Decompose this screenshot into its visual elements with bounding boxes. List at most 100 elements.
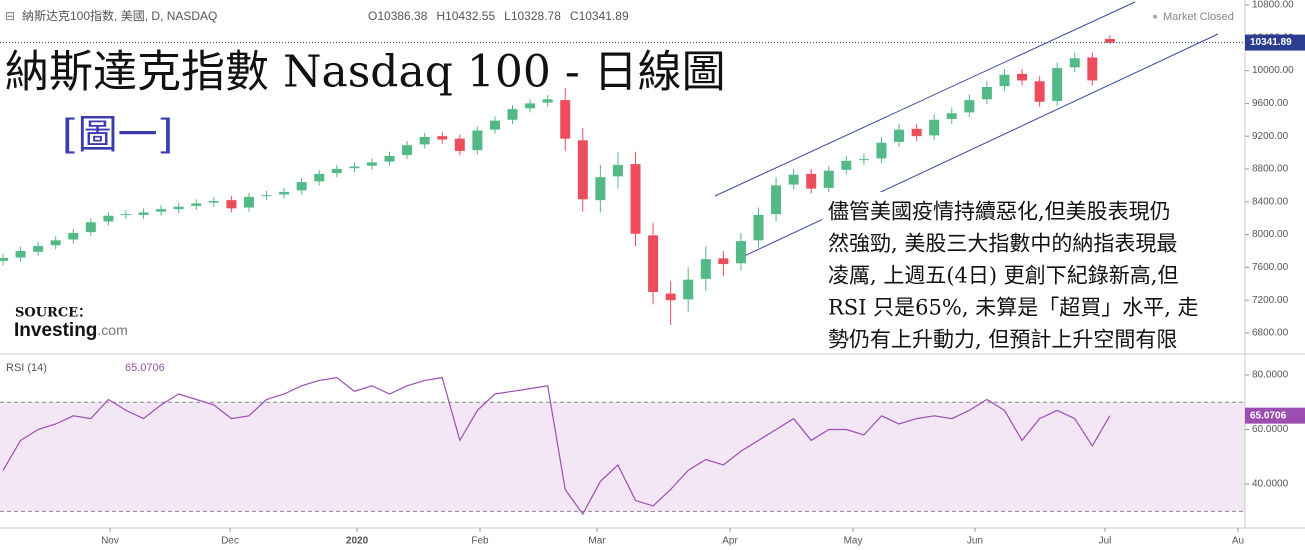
candle-body [120,214,131,216]
candle-body [243,196,254,208]
candle-body [261,195,272,197]
candle-body [33,246,44,252]
source-suffix: .com [97,322,127,338]
candle-body [718,258,729,265]
candle-body [946,113,957,119]
candle-body [981,86,992,100]
candle-body [1087,57,1098,81]
ohlc-value: 10341.89 [579,9,629,23]
candle-body [806,173,817,189]
y-tick-label: 9600.00 [1252,98,1289,109]
annotation-line: RSI 只是65%, 未算是「超買」水平, 走 [828,296,1199,320]
candle-body [208,200,219,203]
y-tick-label: 9200.00 [1252,131,1289,142]
annotation-line: 勢仍有上升動力, 但預計上升空間有限 [828,328,1177,352]
candle-body [858,159,869,161]
ohlc-value: 10328.78 [511,9,561,23]
y-tick-label: 40.0000 [1252,479,1289,490]
candle-body [454,138,465,151]
market-status: Market Closed [1163,11,1234,23]
y-tick-label: 6800.00 [1252,328,1289,339]
candle-body [894,129,905,142]
x-tick-label: Mar [588,536,606,547]
candle-body [191,203,202,206]
annotation-line: 凌厲, 上週五(4日) 更創下紀錄新高,但 [828,264,1178,288]
channel-upper [714,1,1136,197]
rsi-last-box [1245,407,1305,424]
x-tick-label: Apr [722,536,738,547]
marks [0,4,1249,532]
status-dot: ● [1152,12,1158,23]
y-tick-label: 7200.00 [1252,295,1289,306]
rsi-name: RSI (14) [6,362,47,374]
candle-body [331,168,342,174]
candle-body [612,164,623,177]
symbol: 納斯达克100指数, 美國, D, NASDAQ [22,8,217,23]
source-logo: Investing.com [14,320,128,341]
candle-body [1034,81,1045,102]
candle-body [50,240,61,246]
ohlc-key: H [436,9,445,23]
candle-body [630,164,641,234]
x-tick-label: 2020 [346,536,369,547]
collapse-icon[interactable]: ⊟ [5,9,15,23]
y-tick-label: 10000.00 [1252,65,1294,76]
rsi-last-label: 65.0706 [1250,410,1287,421]
candle-body [929,119,940,136]
ohlc-values: O10386.38 H10432.55 L10328.78 C10341.89 [368,9,629,23]
ohlc-key: O [368,9,377,23]
candle-body [489,120,500,130]
annotation-line: 儘管美國疫情持續惡化,但美股表現仍 [828,200,1171,224]
candle-body [542,99,553,103]
candle-body [15,250,26,258]
x-tick-label: Nov [101,536,119,547]
x-tick-label: Dec [221,536,239,547]
y-tick-label: 60.0000 [1252,424,1289,435]
candle-body [525,103,536,109]
candle-body [876,142,887,159]
y-tick-label: 8800.00 [1252,164,1289,175]
candle-body [173,206,184,210]
source-name: Investing [14,320,97,341]
candle-body [1104,38,1115,43]
candle-body [103,215,114,222]
x-tick-label: Feb [471,536,489,547]
candle-body [700,259,711,279]
candle-body [314,173,325,182]
candle-body [296,182,307,191]
rsi-line [2,376,1111,516]
candle-body [911,128,922,137]
candle-body [507,109,518,120]
x-tick-label: Jul [1099,536,1112,547]
candle-body [402,145,413,156]
source-label: SOURCE： [15,306,91,321]
last-price-box [1245,34,1305,51]
candle-body [683,279,694,300]
candle-body [279,191,290,195]
candle-body [560,100,571,139]
y-tick-label: 7600.00 [1252,262,1289,273]
x-tick-label: Au [1232,536,1244,547]
candle-body [735,241,746,264]
annotation-line: 然強勁, 美股三大指數中的納指表現最 [828,232,1177,256]
y-tick-label: 8000.00 [1252,229,1289,240]
ohlc-legend: O10386.38 H10432.55 L10328.78 C10341.89 [368,9,629,23]
candle-body [595,177,606,201]
candle-body [999,74,1010,87]
candle-body [366,162,377,166]
rsi-band-fill [0,402,1245,512]
candle-body [841,160,852,170]
channel-lower [739,33,1219,259]
subtitle: [圖一] [62,112,173,158]
candle-body [753,214,764,241]
ohlc-key: L [504,9,511,23]
candle-body [1069,58,1080,68]
candle-body [577,140,588,200]
candle-body [648,235,659,292]
candle-body [68,232,79,240]
candle-body [1052,68,1063,101]
candle-body [156,209,167,212]
ohlc-key: C [570,9,579,23]
